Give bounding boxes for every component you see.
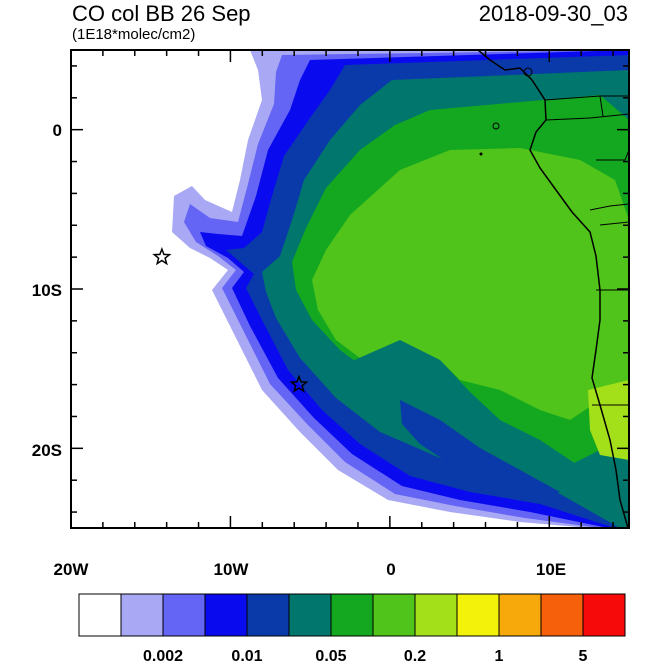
colorbar-label-005: 0.05 — [315, 648, 347, 665]
contour-yellow-green — [312, 148, 629, 420]
axis-ticks — [70, 50, 629, 528]
plot-datetime: 2018-09-30_03 — [478, 1, 628, 26]
island-annobon — [479, 152, 483, 156]
colorbar-swatch — [162, 593, 206, 637]
plot-units: (1E18*molec/cm2) — [72, 26, 196, 43]
markers-layer — [152, 246, 309, 393]
colorbar-label-5: 5 — [578, 648, 588, 665]
colorbar-swatch — [288, 593, 332, 637]
contour-blue-tongue — [400, 400, 560, 500]
plot-title: CO col BB 26 Sep — [72, 1, 251, 26]
star-marker-2 — [289, 374, 309, 393]
contour-teal-intrusion — [350, 340, 585, 480]
colorbar-swatch — [330, 593, 374, 637]
x-tick-label-10w: 10W — [213, 560, 249, 579]
colorbar-swatch — [78, 593, 122, 637]
colorbar-label-1: 1 — [494, 648, 504, 665]
colorbar-swatch — [540, 593, 584, 637]
y-tick-label-20s: 20S — [31, 441, 62, 460]
x-tick-label-0: 0 — [386, 560, 396, 579]
colorbar-swatch — [204, 593, 248, 637]
x-tick-label-20w: 20W — [53, 560, 89, 579]
island-bioko — [523, 67, 533, 77]
y-tick-label-0: 0 — [52, 121, 62, 140]
co-field — [172, 50, 629, 528]
country-borders — [544, 95, 629, 406]
colorbar — [78, 593, 626, 637]
colorbar-swatch — [582, 593, 626, 637]
x-tick-label-10e: 10E — [535, 560, 567, 579]
colorbar-swatch — [120, 593, 164, 637]
colorbar-swatch — [246, 593, 290, 637]
colorbar-label-001: 0.01 — [231, 648, 263, 665]
colorbar-swatch — [456, 593, 500, 637]
colorbar-label-0002: 0.002 — [142, 648, 184, 665]
colorbar-label-02: 0.2 — [403, 648, 427, 665]
star-marker-1 — [152, 246, 172, 266]
colorbar-swatch — [414, 593, 458, 637]
y-tick-label-10s: 10S — [31, 281, 62, 300]
colorbar-swatch — [498, 593, 542, 637]
island-sao-tome — [492, 122, 500, 130]
colorbar-swatch — [372, 593, 416, 637]
